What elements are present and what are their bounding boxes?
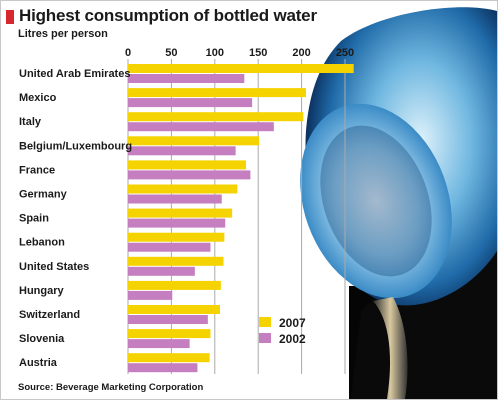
category-label: Spain [19, 213, 49, 225]
chart-title: Highest consumption of bottled water [19, 6, 317, 25]
category-label: United States [19, 261, 89, 273]
bar-2007 [128, 256, 224, 266]
bar-2002 [128, 194, 222, 204]
bar-2002 [128, 315, 208, 324]
category-label: Slovenia [19, 333, 65, 345]
bar-2007 [128, 136, 260, 146]
category-label: Germany [19, 189, 68, 201]
category-label: France [19, 164, 55, 176]
bar-2007 [128, 353, 210, 363]
legend-label-2007: 2007 [279, 316, 306, 330]
bar-2007 [128, 305, 221, 314]
source-note: Source: Beverage Marketing Corporation [18, 382, 204, 393]
bar-2007 [128, 329, 211, 339]
bottle-mouth-inner [320, 125, 432, 277]
bar-2007 [128, 160, 247, 170]
x-tick-label: 150 [249, 47, 267, 59]
bar-2007 [128, 208, 233, 218]
category-label: Switzerland [19, 309, 80, 321]
bar-2007 [128, 232, 225, 242]
title-accent-tab [6, 10, 14, 24]
bar-2007 [128, 280, 221, 290]
bar-2007 [128, 184, 238, 194]
legend: 2007 2002 [259, 316, 306, 346]
chart-subtitle: Litres per person [18, 28, 108, 40]
x-tick-label: 50 [165, 47, 177, 59]
bar-2002 [128, 266, 195, 276]
bar-2002 [128, 218, 226, 228]
bottle-mouth [300, 103, 452, 299]
bar-2002 [128, 290, 173, 300]
bar-2002 [128, 146, 236, 156]
x-tick-label: 0 [125, 47, 131, 59]
bar-2007 [128, 88, 306, 98]
category-label: Italy [19, 116, 42, 128]
bar-2002 [128, 363, 198, 373]
water-bottle-image [300, 7, 497, 399]
bar-2007 [128, 64, 354, 73]
bars [128, 64, 354, 373]
bar-2002 [128, 74, 245, 83]
bar-2002 [128, 339, 190, 349]
category-labels: United Arab Emirates Mexico Italy Belgium/L… [19, 68, 132, 369]
bar-2002 [128, 98, 253, 108]
x-tick-label: 200 [292, 47, 310, 59]
category-label: Hungary [19, 285, 65, 297]
bar-2002 [128, 170, 251, 180]
legend-swatch-2007 [259, 317, 271, 327]
category-label: Belgium/Luxembourg [19, 140, 132, 152]
category-label: Lebanon [19, 237, 65, 249]
bar-2002 [128, 242, 211, 252]
bar-2007 [128, 112, 304, 122]
legend-label-2002: 2002 [279, 332, 306, 346]
category-label: Austria [19, 357, 58, 369]
x-tick-label: 100 [206, 47, 224, 59]
x-tick-label: 250 [336, 47, 354, 59]
legend-swatch-2002 [259, 333, 271, 343]
category-label: United Arab Emirates [19, 68, 130, 80]
x-axis-ticks: 0 50 100 150 200 250 [125, 47, 354, 59]
bar-2002 [128, 122, 274, 132]
category-label: Mexico [19, 92, 57, 104]
water-stream [373, 297, 408, 399]
